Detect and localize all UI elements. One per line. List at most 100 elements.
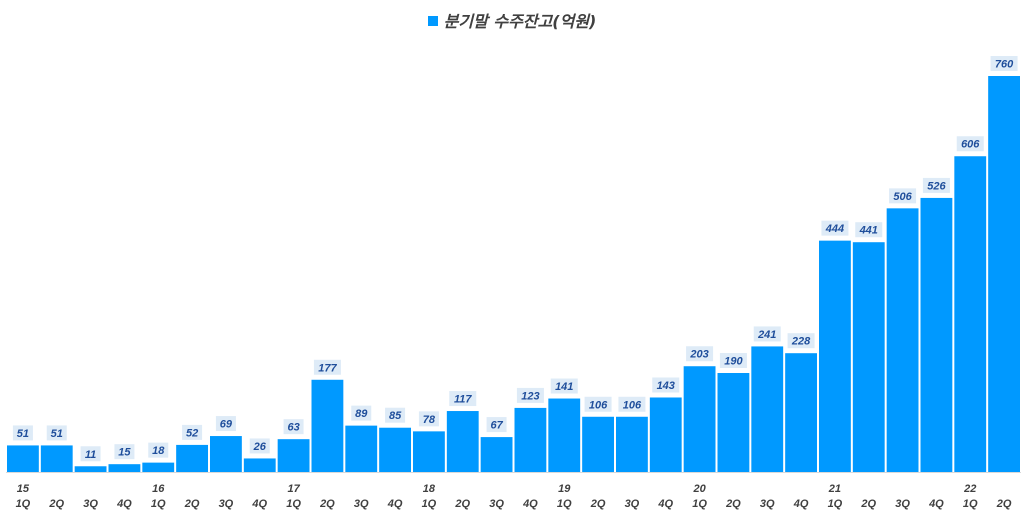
data-label-bg <box>46 425 67 441</box>
bar <box>988 76 1020 472</box>
bar <box>582 416 614 472</box>
data-label: 177 <box>318 362 337 374</box>
bar <box>446 411 479 472</box>
bar <box>548 398 581 472</box>
x-tick-quarter-label: 3Q <box>760 498 775 510</box>
x-tick-quarter-label: 1Q <box>422 498 437 510</box>
data-label-bg <box>516 387 544 403</box>
data-label: 89 <box>355 408 368 420</box>
bar <box>210 436 242 472</box>
bar <box>683 366 716 472</box>
x-tick-quarter-label: 2Q <box>319 498 335 510</box>
data-label-bg <box>351 405 372 421</box>
x-tick-quarter-label: 2Q <box>590 498 606 510</box>
x-tick-quarter-label: 2Q <box>860 498 876 510</box>
data-label: 444 <box>825 223 844 235</box>
x-tick-quarter-label: 3Q <box>895 498 910 510</box>
x-tick-quarter-label: 4Q <box>116 498 132 510</box>
x-tick-quarter-label: 3Q <box>489 498 504 510</box>
x-tick-quarter-label: 2Q <box>725 498 741 510</box>
bar <box>616 416 648 472</box>
data-label: 63 <box>287 422 299 434</box>
x-tick-quarter-label: 3Q <box>354 498 369 510</box>
data-label: 441 <box>859 225 878 237</box>
data-label-bg <box>956 136 984 152</box>
data-label: 51 <box>17 428 29 440</box>
bar <box>819 240 851 472</box>
data-label: 123 <box>521 390 539 402</box>
data-label-bg <box>618 396 646 412</box>
x-tick-quarter-label: 2Q <box>996 498 1012 510</box>
data-label-bg <box>12 425 33 441</box>
data-label: 241 <box>757 329 776 341</box>
x-tick-quarter-label: 4Q <box>387 498 403 510</box>
bar <box>345 425 378 472</box>
x-tick-quarter-label: 1Q <box>286 498 301 510</box>
data-label: 69 <box>220 419 233 431</box>
data-label: 526 <box>927 180 946 192</box>
x-tick-quarter-label: 2Q <box>454 498 470 510</box>
data-label-bg <box>215 416 236 432</box>
bar <box>785 353 817 472</box>
x-tick-quarter-label: 3Q <box>83 498 98 510</box>
data-label: 228 <box>791 336 811 348</box>
data-label-bg <box>418 411 439 427</box>
x-tick-year-label: 17 <box>287 483 300 495</box>
data-label-bg <box>855 222 883 238</box>
data-label-bg <box>686 346 714 362</box>
data-label-bg <box>385 407 406 423</box>
data-label-bg <box>249 438 270 454</box>
data-label-bg <box>922 177 950 193</box>
data-label: 78 <box>423 414 436 426</box>
data-label: 106 <box>589 399 608 411</box>
data-label: 51 <box>51 428 63 440</box>
data-label: 760 <box>995 59 1014 71</box>
data-label: 18 <box>152 445 165 457</box>
bar <box>920 197 953 472</box>
bar <box>852 242 885 472</box>
x-tick-quarter-label: 1Q <box>963 498 978 510</box>
x-tick-year-label: 20 <box>692 483 706 495</box>
data-label-bg <box>652 377 680 393</box>
data-label: 117 <box>454 394 472 406</box>
data-label-bg <box>486 417 507 433</box>
x-tick-quarter-label: 3Q <box>625 498 640 510</box>
bar <box>243 458 276 472</box>
data-label-bg <box>719 353 747 368</box>
bar <box>176 444 208 472</box>
data-label: 141 <box>555 381 573 393</box>
data-label: 203 <box>689 349 708 361</box>
bar <box>311 379 344 472</box>
data-label: 26 <box>253 441 267 453</box>
x-tick-quarter-label: 2Q <box>184 498 200 510</box>
data-label-bg <box>550 378 578 394</box>
x-tick-year-label: 21 <box>828 483 841 495</box>
data-label: 106 <box>623 399 642 411</box>
chart-legend: 분기말 수주잔고(억원) <box>0 8 1024 32</box>
data-label: 606 <box>961 139 980 151</box>
bar <box>649 397 682 472</box>
x-tick-quarter-label: 2Q <box>48 498 64 510</box>
data-label-bg <box>80 446 101 462</box>
x-tick-year-label: 22 <box>963 483 976 495</box>
x-tick-quarter-label: 4Q <box>522 498 538 510</box>
bar <box>108 464 141 472</box>
bar <box>954 156 987 472</box>
data-label: 67 <box>490 420 503 432</box>
data-label: 190 <box>724 356 743 368</box>
data-label-bg <box>821 220 849 236</box>
data-label-bg <box>148 442 169 458</box>
bar <box>751 346 784 472</box>
data-label-bg <box>584 396 612 412</box>
data-label: 11 <box>85 449 96 461</box>
data-label-bg <box>787 333 815 349</box>
data-label-bg <box>753 326 781 342</box>
x-tick-quarter-label: 1Q <box>16 498 31 510</box>
legend-label: 분기말 수주잔고(억원) <box>443 12 597 31</box>
data-label-bg <box>449 391 477 407</box>
bar <box>277 439 310 472</box>
x-tick-quarter-label: 4Q <box>928 498 944 510</box>
x-tick-year-label: 16 <box>152 483 165 495</box>
